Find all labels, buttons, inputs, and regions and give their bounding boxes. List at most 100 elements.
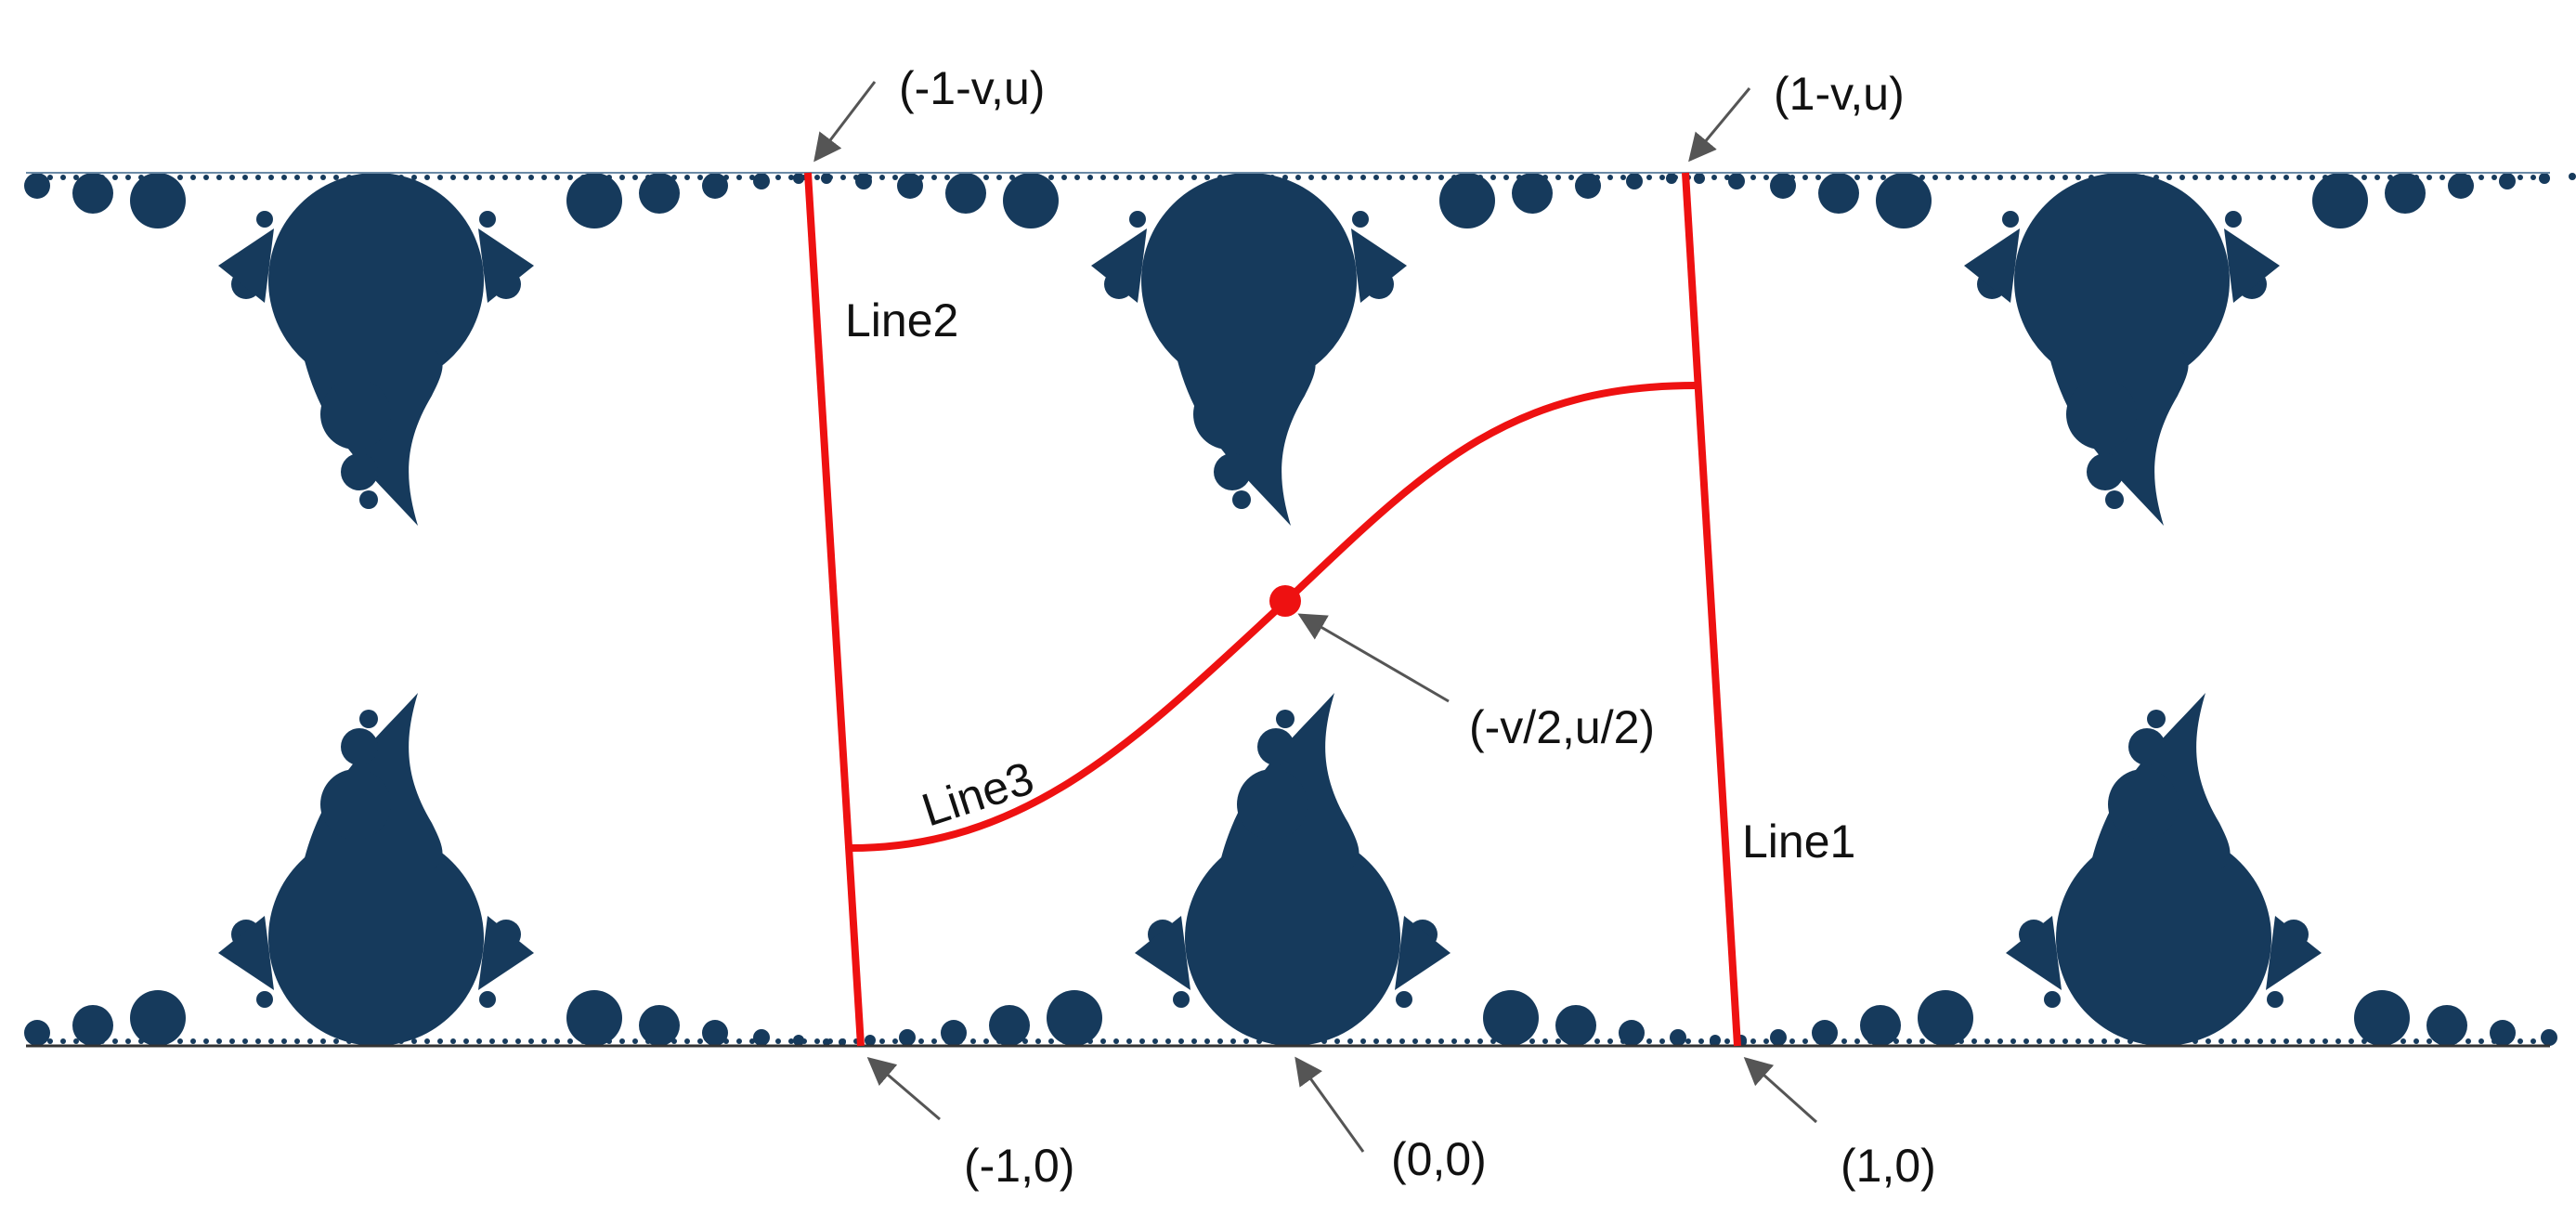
fractal-edge-dot-top-48 — [658, 175, 664, 180]
fractal-edge-dot-top-11 — [177, 175, 183, 180]
fractal-edge-dot-bottom-111 — [1477, 1038, 1483, 1044]
fractal-main-disk-top-0 — [268, 173, 484, 388]
fractal-edge-dot-bottom-45 — [619, 1038, 625, 1044]
fractal-edge-dot-bottom-18 — [268, 1038, 274, 1044]
fractal-edge-dot-top-124 — [1646, 175, 1652, 180]
fractal-edge-dot-bottom-38 — [528, 1038, 534, 1044]
fractal-edge-dot-bottom-77 — [1035, 1038, 1041, 1044]
fractal-edge-dot-top-14 — [216, 175, 222, 180]
fractal-edge-dot-top-76 — [1022, 175, 1028, 180]
fractal-edge-dot-top-91 — [1217, 175, 1223, 180]
fractal-edge-dot-bottom-7 — [125, 1038, 131, 1044]
point-label-1-0: (1,0) — [1841, 1140, 1936, 1192]
fractal-edge-dot-bottom-148 — [1958, 1038, 1964, 1044]
fractal-edge-dot-bottom-186 — [2452, 1038, 2458, 1044]
fractal-edge-dot-top-61 — [827, 175, 833, 180]
fractal-edge-dot-top-81 — [1087, 175, 1093, 180]
fractal-edge-dot-bottom-160 — [2114, 1038, 2120, 1044]
fractal-edge-dot-bottom-58 — [788, 1038, 794, 1044]
fractal-edge-dot-top-185 — [2439, 175, 2445, 180]
fractal-edge-dot-bottom-66 — [892, 1038, 898, 1044]
fractal-edge-dot-bottom-68 — [918, 1038, 924, 1044]
fractal-edge-dot-top-146 — [1932, 175, 1938, 180]
fractal-edge-dot-bottom-60 — [814, 1038, 820, 1044]
fractal-edge-dot-top-24 — [346, 175, 352, 180]
fractal-chain-disk-top-2-0 — [1876, 173, 1932, 228]
fractal-edge-dot-top-106 — [1412, 175, 1418, 180]
fractal-edge-dot-top-41 — [567, 175, 573, 180]
fractal-edge-dot-top-36 — [502, 175, 508, 180]
fractal-edge-dot-top-92 — [1230, 175, 1236, 180]
fractal-disk2-top-1 — [1193, 379, 1264, 450]
fractal-edge-dot-top-62 — [840, 175, 846, 180]
fractal-fringe-disk-bottom-1-3 — [1396, 991, 1412, 1008]
fractal-edge-dot-bottom-3 — [73, 1038, 79, 1044]
fractal-fringe-disk-top-2-0 — [2025, 313, 2042, 330]
fractal-edge-dot-top-109 — [1451, 175, 1457, 180]
fractal-edge-dot-bottom-165 — [2179, 1038, 2185, 1044]
fractal-edge-dot-bottom-118 — [1568, 1038, 1574, 1044]
fractal-edge-dot-bottom-141 — [1867, 1038, 1873, 1044]
fractal-edge-dot-top-58 — [788, 175, 794, 180]
fractal-edge-dot-bottom-122 — [1620, 1038, 1626, 1044]
fractal-edge-dot-top-40 — [554, 175, 560, 180]
fractal-edge-dot-top-104 — [1386, 175, 1392, 180]
fractal-chain-disk-top-0-1 — [72, 173, 113, 214]
fractal-edge-dot-top-190 — [2504, 175, 2510, 180]
fractal-edge-dot-top-19 — [281, 175, 287, 180]
fractal-edge-dot-bottom-83 — [1113, 1038, 1119, 1044]
fractal-edge-dot-bottom-72 — [970, 1038, 976, 1044]
fractal-edge-dot-bottom-88 — [1178, 1038, 1184, 1044]
fractal-edge-dot-top-110 — [1464, 175, 1470, 180]
fractal-edge-dot-bottom-99 — [1321, 1038, 1327, 1044]
fractal-edge-dot-top-171 — [2257, 175, 2263, 180]
fractal-edge-dot-bottom-12 — [190, 1038, 196, 1044]
fractal-edge-dot-bottom-140 — [1854, 1038, 1860, 1044]
fractal-chain-disk-bottom-2-9 — [2541, 1029, 2557, 1046]
fractal-disk4-bottom-2 — [2147, 710, 2166, 728]
fractal-chain-disk-top-2-9 — [2499, 173, 2516, 189]
fractal-edge-dot-bottom-134 — [1776, 1038, 1782, 1044]
fractal-edge-dot-top-141 — [1867, 175, 1873, 180]
fractal-edge-dot-bottom-47 — [645, 1038, 651, 1044]
fractal-chain-disk-top-1-2 — [897, 173, 923, 199]
fractal-edge-dot-top-180 — [2374, 175, 2380, 180]
fractal-chain-disk-top-1-7 — [1512, 173, 1553, 214]
fractal-edge-dot-top-65 — [879, 175, 885, 180]
fractal-edge-dot-bottom-138 — [1828, 1038, 1834, 1044]
fractal-edge-dot-top-70 — [944, 175, 950, 180]
fractal-edge-dot-bottom-114 — [1516, 1038, 1522, 1044]
fractal-edge-dot-top-176 — [2322, 175, 2328, 180]
fractal-edge-dot-bottom-97 — [1295, 1038, 1301, 1044]
fractal-edge-dot-bottom-21 — [307, 1038, 313, 1044]
fractal-edge-dot-top-46 — [632, 175, 638, 180]
fractal-edge-dot-top-77 — [1035, 175, 1041, 180]
fractal-edge-dot-bottom-67 — [905, 1038, 911, 1044]
fractal-edge-dot-top-80 — [1074, 175, 1080, 180]
fractal-edge-dot-bottom-74 — [996, 1038, 1002, 1044]
fractal-chain-disk-bottom-1-7 — [1555, 1005, 1596, 1046]
fractal-edge-dot-top-134 — [1776, 175, 1782, 180]
fractal-edge-dot-bottom-76 — [1022, 1038, 1028, 1044]
fractal-edge-dot-bottom-69 — [931, 1038, 937, 1044]
fractal-edge-dot-bottom-10 — [164, 1038, 170, 1044]
fractal-edge-dot-top-158 — [2088, 175, 2094, 180]
fractal-edge-dot-bottom-23 — [333, 1038, 339, 1044]
fractal-edge-dot-top-116 — [1542, 175, 1548, 180]
fractal-disk2-bottom-0 — [320, 769, 391, 840]
fractal-edge-dot-bottom-91 — [1217, 1038, 1223, 1044]
fractal-edge-dot-bottom-109 — [1451, 1038, 1457, 1044]
fractal-edge-dot-top-147 — [1945, 175, 1951, 180]
fractal-edge-dot-bottom-41 — [567, 1038, 573, 1044]
fractal-edge-dot-bottom-192 — [2530, 1038, 2536, 1044]
fractal-edge-dot-bottom-105 — [1399, 1038, 1405, 1044]
fractal-edge-dot-bottom-75 — [1009, 1038, 1015, 1044]
fractal-fringe-disk-bottom-2-2 — [2044, 991, 2061, 1008]
fractal-chain-disk-bottom-0-9 — [753, 1029, 770, 1046]
fractal-edge-dot-top-184 — [2426, 175, 2432, 180]
fractal-edge-dot-top-50 — [684, 175, 690, 180]
fractal-edge-dot-bottom-101 — [1347, 1038, 1353, 1044]
fractal-edge-dot-top-166 — [2192, 175, 2198, 180]
fractal-edge-dot-top-0 — [34, 175, 40, 180]
fractal-edge-dot-top-101 — [1347, 175, 1353, 180]
